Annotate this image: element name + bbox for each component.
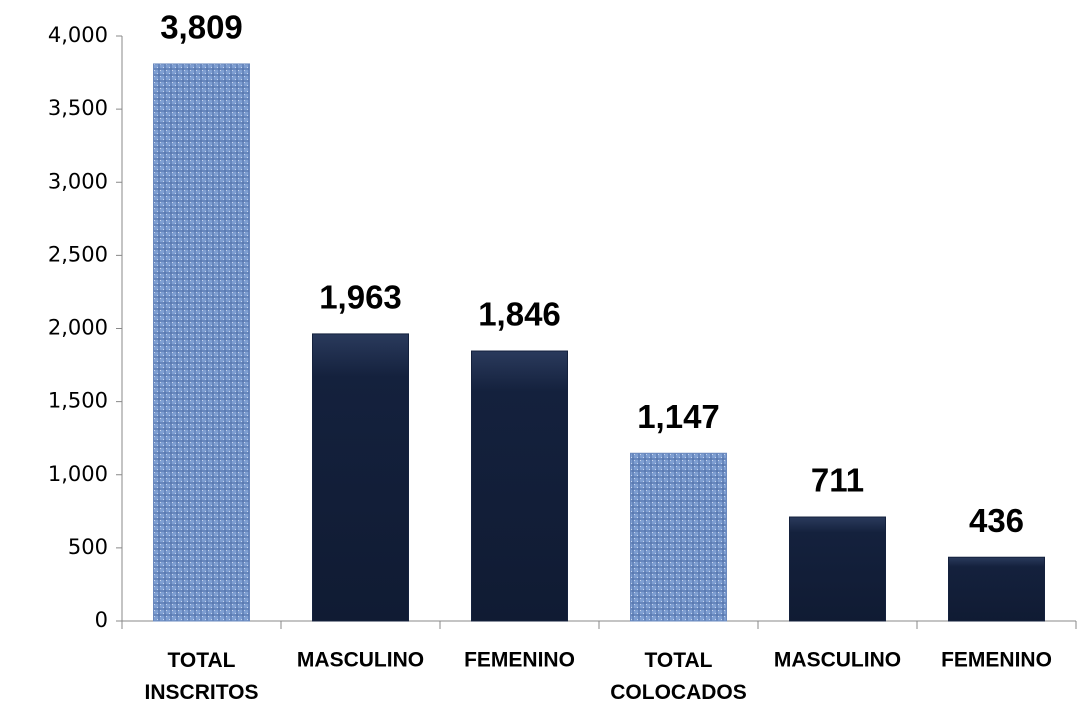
x-tick-label: TOTAL INSCRITOS (145, 649, 259, 704)
y-tick-label: 2,500 (48, 242, 108, 266)
y-tick-label: 4,000 (48, 23, 108, 47)
value-label: 436 (969, 502, 1024, 539)
bar (471, 350, 568, 622)
bar (630, 452, 727, 622)
value-label: 1,147 (637, 398, 720, 435)
y-tick-label: 0 (95, 608, 108, 632)
bar (948, 556, 1045, 622)
y-tick-label: 3,500 (48, 96, 108, 120)
y-tick-label: 1,000 (48, 462, 108, 486)
y-tick-label: 1,500 (48, 389, 108, 413)
value-label: 1,846 (478, 296, 561, 333)
value-label: 711 (811, 462, 864, 499)
value-label: 1,963 (319, 279, 402, 316)
y-tick-label: 3,000 (48, 169, 108, 193)
x-tick-label: FEMENINO (941, 649, 1052, 672)
bar (153, 63, 250, 622)
x-tick-label: TOTAL COLOCADOS (610, 649, 747, 704)
value-label: 3,809 (160, 9, 243, 46)
y-tick-label: 2,000 (48, 316, 108, 340)
x-tick-label: FEMENINO (464, 649, 575, 672)
y-tick-label: 500 (68, 535, 108, 559)
x-tick-label: MASCULINO (297, 649, 424, 672)
x-tick-label: MASCULINO (774, 649, 901, 672)
bar (312, 333, 409, 622)
bar (789, 516, 886, 622)
